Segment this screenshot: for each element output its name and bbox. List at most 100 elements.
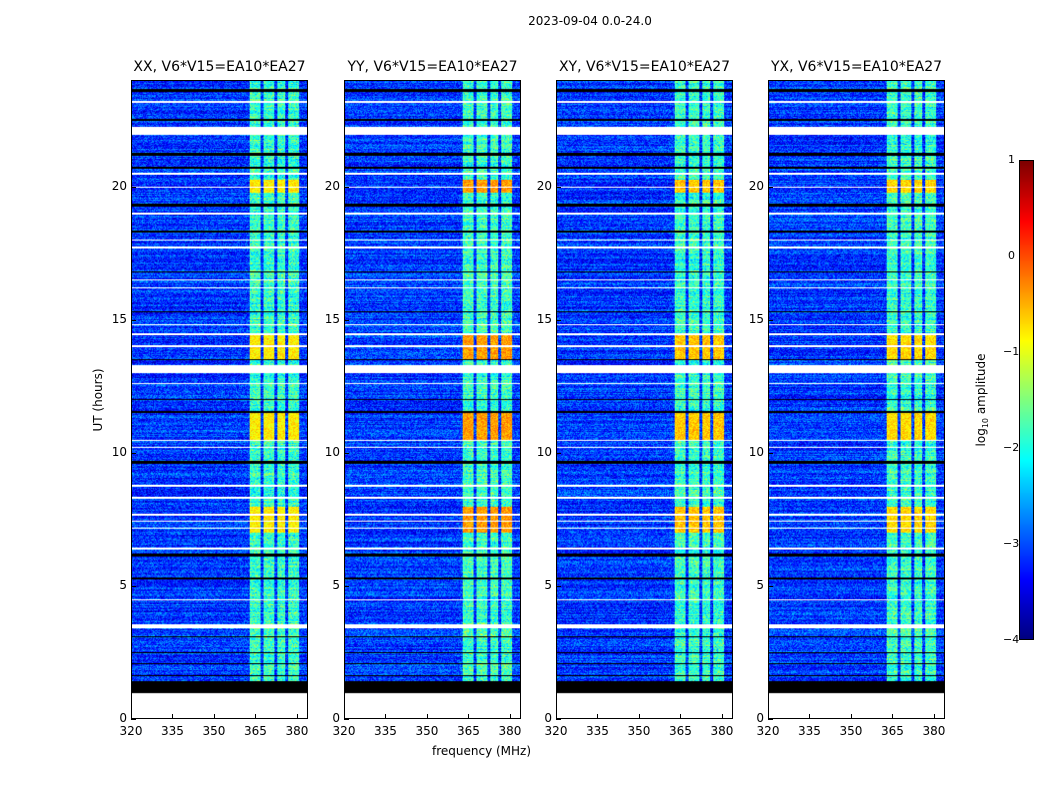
x-tick-mark [597,714,599,719]
y-tick-label: 5 [756,577,764,592]
y-tick-label: 20 [536,178,552,193]
x-tick-mark [933,714,935,719]
x-tick-label: 350 [415,724,439,738]
y-tick-mark [556,319,561,321]
x-tick-label: 335 [586,724,609,738]
x-tick-label: 335 [374,724,397,738]
x-tick-mark [468,714,470,719]
x-tick-label: 320 [119,724,143,738]
colorbar-tick-label: 1 [1008,153,1015,166]
x-tick-label: 380 [922,724,946,738]
y-tick-label: 20 [748,178,764,193]
x-tick-label: 320 [332,724,356,738]
x-tick-mark [426,714,428,719]
x-tick-label: 350 [839,724,863,738]
x-tick-mark [172,714,174,719]
y-tick-mark [768,186,773,188]
colorbar-label: log10 amplitude [973,353,991,447]
y-tick-mark [344,319,349,321]
waterfall-panel [556,80,733,719]
heatmap-image [557,81,732,718]
x-tick-mark [638,714,640,719]
x-tick-label: 335 [161,724,184,738]
y-tick-mark [768,452,773,454]
waterfall-panel [768,80,945,719]
x-tick-mark [255,714,257,719]
y-tick-label: 5 [544,577,552,592]
y-tick-mark [344,452,349,454]
colorbar-tick-label: −3 [1003,537,1020,550]
y-tick-mark [556,452,561,454]
x-tick-label: 365 [881,724,904,738]
y-tick-mark [344,186,349,188]
y-tick-mark [768,719,773,720]
colorbar [1019,160,1034,640]
y-tick-label: 10 [324,444,340,459]
y-tick-label: 0 [544,711,552,725]
x-tick-mark [556,714,557,719]
y-tick-mark [131,452,136,454]
panel-title: YX, V6*V15=EA10*EA27 [770,59,943,75]
y-tick-label: 10 [536,444,552,459]
y-tick-mark [131,186,136,188]
x-tick-label: 350 [627,724,651,738]
x-tick-label: 365 [244,724,267,738]
y-tick-mark [344,585,349,587]
x-tick-label: 380 [498,724,522,738]
colorbar-tick-label: 0 [1008,249,1015,262]
colorbar-tick-label: −2 [1003,441,1020,454]
x-tick-label: 335 [798,724,821,738]
y-tick-label: 5 [119,577,127,592]
x-tick-mark [296,714,298,719]
y-tick-label: 15 [324,311,340,326]
y-tick-label: 15 [536,311,552,326]
x-tick-label: 320 [544,724,568,738]
y-tick-mark [556,585,561,587]
x-axis-label: frequency (MHz) [432,744,532,758]
x-tick-label: 380 [710,724,734,738]
y-tick-label: 10 [748,444,764,459]
colorbar-tick-label: −4 [1003,633,1020,646]
y-tick-label: 20 [111,178,127,193]
x-tick-mark [385,714,387,719]
x-tick-label: 380 [285,724,309,738]
heatmap-image [345,81,520,718]
y-tick-label: 0 [119,711,127,725]
y-tick-mark [344,719,349,720]
y-tick-mark [131,585,136,587]
heatmap-image [132,81,307,718]
y-tick-mark [768,585,773,587]
panel-title: XY, V6*V15=EA10*EA27 [558,59,731,75]
y-tick-label: 15 [748,311,764,326]
figure-title: 2023-09-04 0.0-24.0 [528,14,652,28]
heatmap-image [769,81,944,718]
x-tick-label: 320 [756,724,780,738]
x-tick-label: 365 [669,724,692,738]
y-tick-label: 5 [332,577,340,592]
y-tick-mark [131,319,136,321]
y-tick-mark [768,319,773,321]
x-tick-mark [892,714,894,719]
x-tick-mark [850,714,852,719]
x-tick-mark [721,714,723,719]
y-tick-mark [556,719,561,720]
colorbar-tick-label: −1 [1003,345,1020,358]
waterfall-panel [131,80,308,719]
y-tick-label: 0 [756,711,764,725]
y-axis-label: UT (hours) [91,368,105,432]
waterfall-panel [344,80,521,719]
y-tick-mark [131,719,136,720]
x-tick-mark [509,714,511,719]
y-tick-label: 15 [111,311,127,326]
x-tick-mark [768,714,769,719]
x-tick-mark [809,714,811,719]
x-tick-label: 350 [202,724,226,738]
y-tick-label: 20 [324,178,340,193]
panel-title: YY, V6*V15=EA10*EA27 [347,59,518,75]
y-tick-label: 0 [332,711,340,725]
x-tick-mark [213,714,215,719]
panel-title: XX, V6*V15=EA10*EA27 [133,59,306,75]
x-tick-mark [680,714,682,719]
x-tick-mark [131,714,132,719]
